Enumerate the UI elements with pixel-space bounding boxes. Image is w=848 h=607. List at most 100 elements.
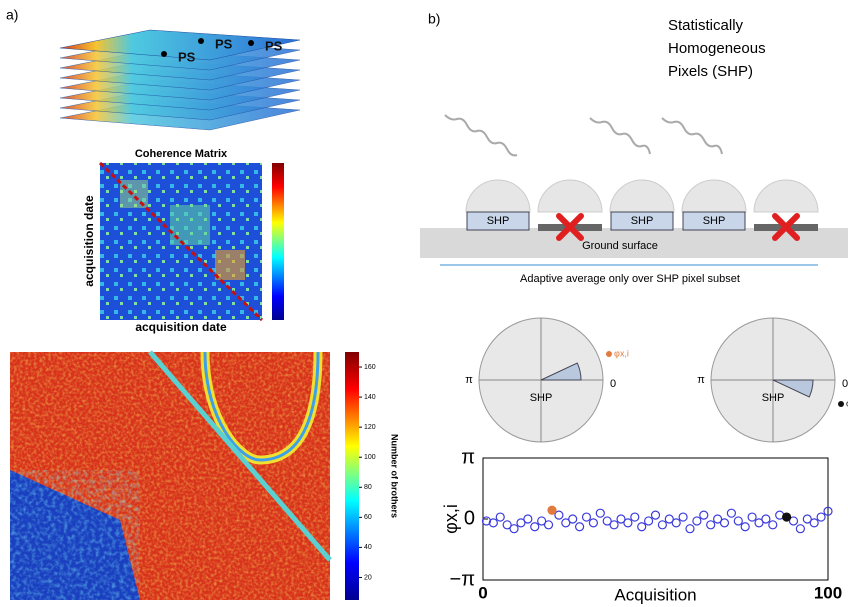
ps-label: PS xyxy=(215,36,233,51)
dome xyxy=(753,179,819,213)
shp-label: SHP xyxy=(487,215,510,227)
polar-plots: π 0 SHP φx,i π 0 SHP φx,i xyxy=(465,317,848,443)
polar-sector-label: SHP xyxy=(530,392,553,404)
shp-label: SHP xyxy=(703,215,726,227)
point xyxy=(623,518,633,528)
shp-box xyxy=(466,211,530,231)
colorbar-tick-label: 140 xyxy=(364,394,376,401)
shp-sector xyxy=(772,379,814,398)
dome xyxy=(537,179,603,213)
shp-sector xyxy=(540,362,582,381)
point xyxy=(554,510,564,520)
coherence-block xyxy=(215,250,245,280)
point xyxy=(733,516,743,526)
point xyxy=(543,520,554,530)
point xyxy=(495,512,505,522)
ps-point xyxy=(161,51,167,57)
point xyxy=(781,512,792,522)
colorbar-label: Number of brothers xyxy=(390,434,400,518)
point xyxy=(502,520,512,530)
y-tick-label: π xyxy=(461,446,475,468)
matrix-xlabel: acquisition date xyxy=(135,320,227,334)
wave xyxy=(444,114,518,157)
ps-point xyxy=(248,40,254,46)
point xyxy=(509,524,519,534)
point xyxy=(719,518,730,528)
matrix-ylabel: acquisition date xyxy=(82,195,96,287)
point xyxy=(616,514,626,524)
panel-label: a) xyxy=(6,7,18,23)
point xyxy=(609,520,619,530)
point xyxy=(768,520,778,530)
coherence-block xyxy=(170,205,210,245)
point xyxy=(726,508,737,518)
point xyxy=(664,514,674,524)
point xyxy=(568,514,578,524)
x-axis-label: Acquisition xyxy=(614,585,696,604)
point xyxy=(643,516,654,526)
point xyxy=(602,516,612,526)
point xyxy=(809,518,819,528)
ps-label: PS xyxy=(178,49,196,64)
river-core xyxy=(203,351,320,462)
dome xyxy=(681,179,747,213)
colorbar-tick-label: 40 xyxy=(364,544,372,551)
y-axis-label: φx,i xyxy=(441,504,461,534)
dome xyxy=(465,179,531,213)
polar-pi: π xyxy=(465,374,473,386)
ps-point xyxy=(198,38,204,44)
point xyxy=(795,524,806,534)
point xyxy=(637,522,647,532)
point xyxy=(754,518,764,528)
point xyxy=(761,514,771,524)
diagonal xyxy=(98,161,264,322)
wave xyxy=(661,117,723,155)
stack-layer xyxy=(59,29,301,61)
cross xyxy=(556,213,584,241)
road xyxy=(148,350,332,562)
shp-box xyxy=(610,211,674,231)
polar-pi: π xyxy=(697,374,705,386)
title-line: Pixels (SHP) xyxy=(668,63,753,80)
title-line: Homogeneous xyxy=(668,40,766,57)
y-tick-label: −π xyxy=(450,568,475,590)
point xyxy=(823,506,833,516)
point xyxy=(547,505,557,515)
polar-sector-label: SHP xyxy=(762,392,785,404)
waves xyxy=(444,114,723,157)
point xyxy=(523,514,533,524)
dome xyxy=(609,179,675,213)
shp-label: SHP xyxy=(631,215,654,227)
colorbar-tick-label: 60 xyxy=(364,514,372,521)
point xyxy=(678,512,688,522)
point xyxy=(650,510,661,520)
polar-zero: 0 xyxy=(610,378,616,390)
x-tick-label: 100 xyxy=(814,583,842,602)
point xyxy=(740,522,750,532)
point xyxy=(595,508,605,518)
point xyxy=(685,524,695,534)
point xyxy=(699,510,709,520)
point xyxy=(788,516,799,526)
point xyxy=(706,520,716,530)
ground-label: Ground surface xyxy=(582,240,658,252)
panel-label: b) xyxy=(428,11,440,27)
point xyxy=(802,514,812,524)
matrix-title: Coherence Matrix xyxy=(135,148,228,160)
polar-phase-dot xyxy=(838,401,844,407)
polar-zero: 0 xyxy=(842,378,848,390)
colorbar-tick-label: 120 xyxy=(364,424,376,431)
polar-phase-dot xyxy=(606,351,612,357)
point xyxy=(588,518,599,528)
y-tick-label: 0 xyxy=(464,507,475,529)
polar-phase-label: φx,i xyxy=(614,348,629,358)
point xyxy=(816,512,826,522)
point xyxy=(537,516,547,526)
caption: Adaptive average only over SHP pixel sub… xyxy=(520,273,740,285)
point xyxy=(574,522,585,532)
ps-label: PS xyxy=(265,38,283,53)
point xyxy=(581,512,592,522)
colorbar-tick-label: 160 xyxy=(364,364,376,371)
